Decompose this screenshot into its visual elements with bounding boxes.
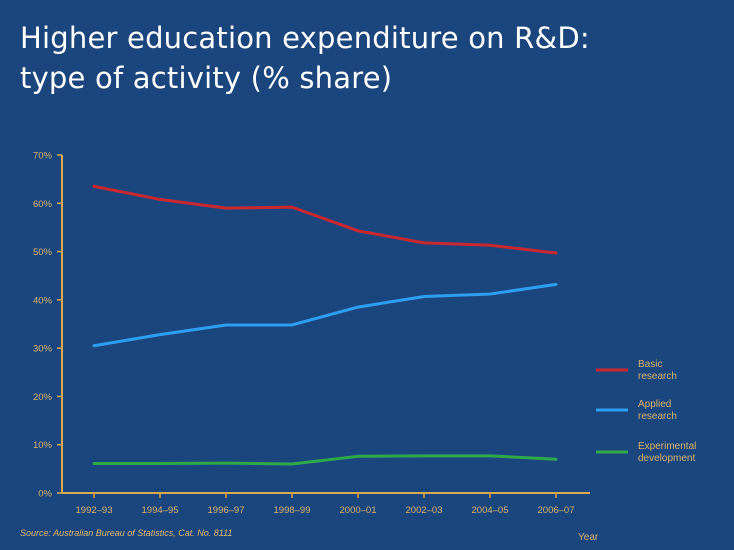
x-tick-label: 2002–03 [406, 505, 443, 516]
x-tick-label: 1992–93 [76, 505, 113, 516]
legend-label-3: Experimental [638, 441, 696, 452]
y-tick-label: 20% [33, 392, 53, 403]
title-line-1: Higher education expenditure on R&D: [20, 21, 590, 55]
legend-label-2: Applied [638, 399, 671, 410]
chart-title: Higher education expenditure on R&D: typ… [20, 18, 590, 98]
x-tick-label: 1994–95 [142, 505, 179, 516]
source-note: Source: Australian Bureau of Statistics,… [20, 528, 233, 538]
series-line-1 [92, 184, 558, 255]
y-tick-label: 50% [33, 247, 53, 258]
x-tick-label: 1998–99 [274, 505, 311, 516]
y-tick-label: 30% [33, 344, 53, 355]
y-tick-label: 10% [33, 440, 53, 451]
legend-label-2: research [638, 411, 677, 422]
series-lines [92, 184, 558, 466]
series-line-3 [92, 454, 558, 466]
x-axis-ticks: 1992–93 1994–95 1996–97 1998–99 2000–01 2002–… [76, 493, 575, 516]
legend-label-1: research [638, 371, 677, 382]
y-tick-label: 40% [33, 295, 53, 306]
y-axis-ticks: 0% 10% 20% 30% 40% 50% 60% 70% [33, 151, 62, 500]
legend-label-3: development [638, 453, 695, 464]
y-tick-label: 70% [33, 151, 53, 162]
legend: BasicresearchAppliedresearchExperimental… [596, 359, 696, 464]
y-tick-label: 0% [38, 489, 52, 500]
x-tick-label: 2006–07 [538, 505, 575, 516]
legend-label-1: Basic [638, 359, 662, 370]
series-line-2 [92, 282, 558, 348]
title-line-2: type of activity (% share) [20, 61, 393, 95]
axes [61, 155, 590, 494]
x-tick-label: 1996–97 [208, 505, 245, 516]
x-tick-label: 2000–01 [340, 505, 377, 516]
x-tick-label: 2004–05 [472, 505, 509, 516]
x-axis-label: Year [578, 532, 599, 543]
y-tick-label: 60% [33, 199, 53, 210]
